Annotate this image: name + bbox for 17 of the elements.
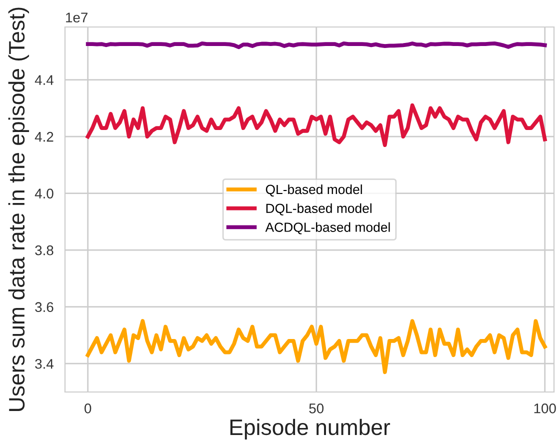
x-axis-title: Episode number (230, 418, 390, 440)
legend-label: ACDQL-based model (265, 222, 390, 234)
y-tick-label: 4.0 (34, 188, 54, 198)
x-tick-label: 100 (534, 403, 556, 414)
y-tick-label: 4.2 (34, 132, 54, 142)
y-tick-label: 3.8 (35, 245, 54, 256)
line-series (86, 103, 547, 148)
y-tick-label: 3.6 (35, 302, 54, 312)
y-tick-label: 3.4 (35, 358, 54, 369)
x-tick-label: 50 (309, 403, 324, 414)
line-series (86, 319, 547, 374)
text: 1e7 (66, 12, 88, 22)
x-tick-label: 0 (84, 403, 92, 414)
legend-label: DQL-based model (266, 203, 372, 216)
legend-label: QL-based model (266, 184, 362, 197)
y-tick-label: 4.4 (34, 75, 54, 85)
y-axis-title: Users sum data rate in the episode (Test) (8, 8, 30, 411)
